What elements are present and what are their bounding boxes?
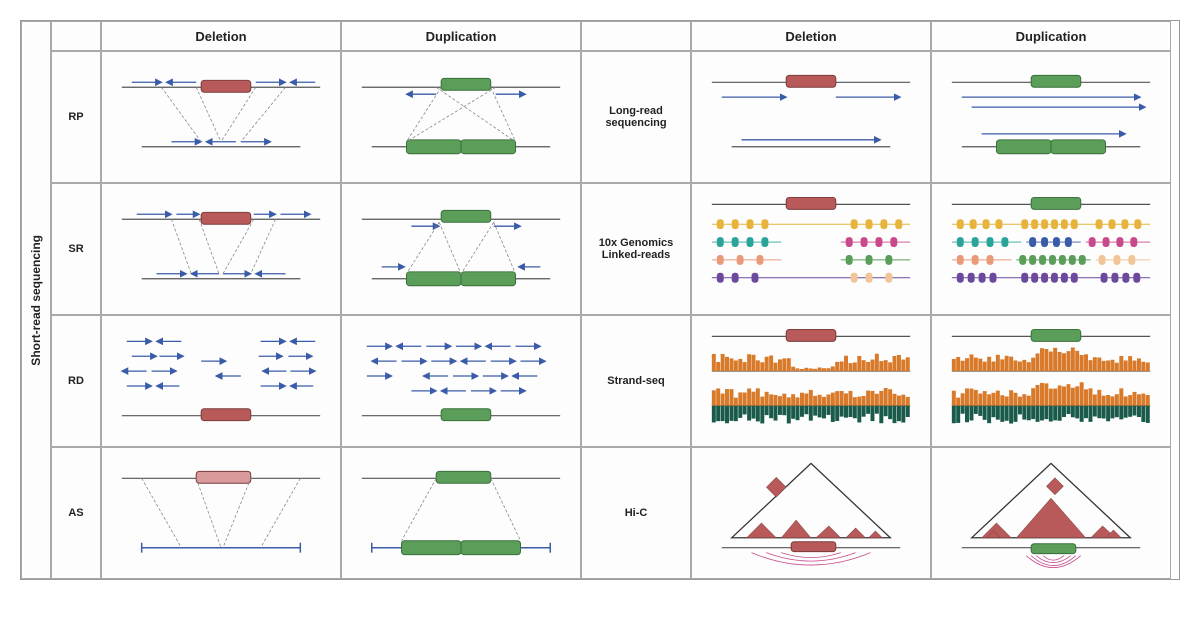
rd-deletion: [101, 315, 341, 447]
sr-del-svg: [102, 184, 340, 314]
header-del-right: Deletion: [691, 21, 931, 51]
header-dup-right: Duplication: [931, 21, 1171, 51]
ss-dup-svg: [932, 316, 1170, 446]
sr-duplication: [341, 183, 581, 315]
as-deletion: [101, 447, 341, 579]
hic-dup-svg: [932, 448, 1170, 578]
row-longread-label: Long-read sequencing: [581, 51, 691, 183]
ss-del-svg: [692, 316, 930, 446]
sr-deletion: [101, 183, 341, 315]
blank-header-2: [581, 21, 691, 51]
10x-del-svg: [692, 184, 930, 314]
row-strandseq-label: Strand-seq: [581, 315, 691, 447]
lr-del-svg: [692, 52, 930, 182]
hic-deletion: [691, 447, 931, 579]
row-as-label: AS: [51, 447, 101, 579]
row-hic-label: Hi-C: [581, 447, 691, 579]
row-rd-label: RD: [51, 315, 101, 447]
as-del-svg: [102, 448, 340, 578]
rd-dup-svg: [342, 316, 580, 446]
rp-deletion: [101, 51, 341, 183]
row-sr-label: SR: [51, 183, 101, 315]
vertical-title-cell: Short-read sequencing: [21, 21, 51, 579]
sr-dup-svg: [342, 184, 580, 314]
rp-dup-svg: [342, 52, 580, 182]
longread-deletion: [691, 51, 931, 183]
rp-duplication: [341, 51, 581, 183]
lr-dup-svg: [932, 52, 1170, 182]
row-rp-label: RP: [51, 51, 101, 183]
hic-duplication: [931, 447, 1171, 579]
row-10x-label: 10x Genomics Linked-reads: [581, 183, 691, 315]
hic-del-svg: [692, 448, 930, 578]
strandseq-duplication: [931, 315, 1171, 447]
as-duplication: [341, 447, 581, 579]
10x-deletion: [691, 183, 931, 315]
strandseq-deletion: [691, 315, 931, 447]
10x-duplication: [931, 183, 1171, 315]
longread-duplication: [931, 51, 1171, 183]
vertical-title: Short-read sequencing: [29, 235, 43, 366]
rd-duplication: [341, 315, 581, 447]
as-dup-svg: [342, 448, 580, 578]
rp-del-svg: [102, 52, 340, 182]
10x-dup-svg: [932, 184, 1170, 314]
blank-header: [51, 21, 101, 51]
header-del-left: Deletion: [101, 21, 341, 51]
header-dup-left: Duplication: [341, 21, 581, 51]
rd-del-svg: [102, 316, 340, 446]
comparison-grid: Short-read sequencing Deletion Duplicati…: [20, 20, 1180, 580]
